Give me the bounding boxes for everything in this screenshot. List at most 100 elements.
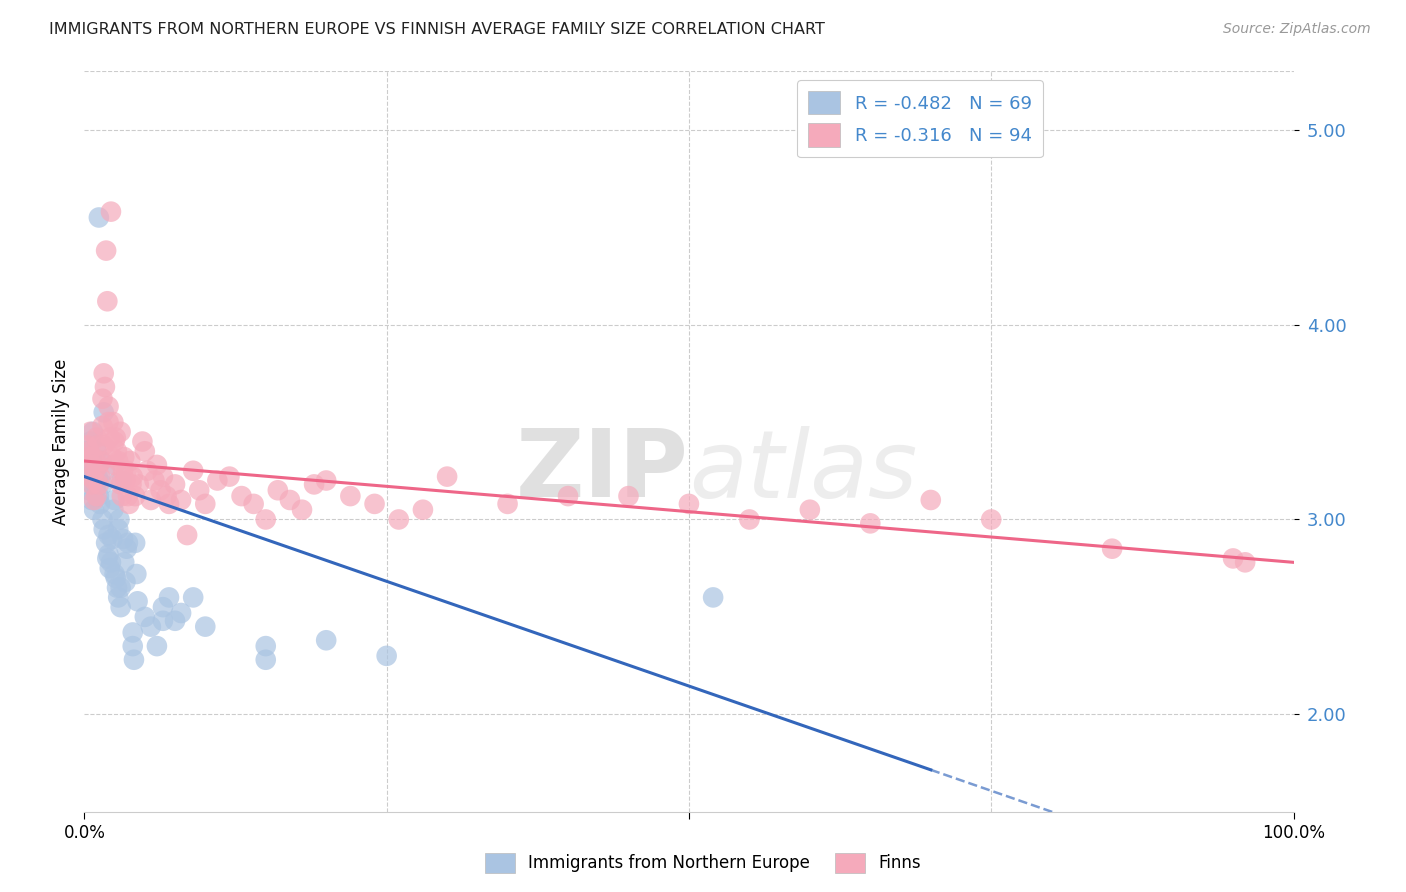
Point	[104, 458, 127, 472]
Point	[98, 431, 121, 445]
Point	[91, 419, 114, 434]
Point	[79, 434, 101, 449]
Point	[702, 591, 724, 605]
Point	[188, 483, 211, 498]
Point	[114, 474, 136, 488]
Point	[77, 458, 100, 472]
Point	[242, 497, 264, 511]
Point	[170, 493, 193, 508]
Point	[980, 512, 1002, 526]
Point	[83, 502, 105, 516]
Point	[291, 502, 314, 516]
Point	[121, 625, 143, 640]
Point	[86, 489, 108, 503]
Point	[108, 512, 131, 526]
Point	[194, 497, 217, 511]
Point	[112, 555, 135, 569]
Point	[388, 512, 411, 526]
Point	[146, 458, 169, 472]
Point	[218, 469, 240, 483]
Point	[107, 522, 129, 536]
Point	[363, 497, 385, 511]
Point	[315, 633, 337, 648]
Point	[93, 367, 115, 381]
Point	[77, 444, 100, 458]
Point	[121, 469, 143, 483]
Point	[115, 464, 138, 478]
Point	[86, 469, 108, 483]
Point	[96, 551, 118, 566]
Point	[114, 574, 136, 589]
Point	[155, 489, 177, 503]
Point	[170, 606, 193, 620]
Point	[90, 454, 112, 468]
Point	[86, 444, 108, 458]
Point	[80, 477, 103, 491]
Point	[86, 438, 108, 452]
Point	[143, 474, 166, 488]
Point	[87, 211, 110, 225]
Point	[94, 536, 117, 550]
Point	[1101, 541, 1123, 556]
Point	[89, 497, 111, 511]
Point	[103, 502, 125, 516]
Point	[131, 434, 153, 449]
Text: ZIP: ZIP	[516, 425, 689, 517]
Point	[108, 474, 131, 488]
Point	[77, 450, 100, 464]
Point	[80, 458, 103, 472]
Point	[617, 489, 640, 503]
Point	[112, 532, 135, 546]
Point	[93, 438, 115, 452]
Point	[77, 474, 100, 488]
Point	[117, 489, 139, 503]
Point	[134, 610, 156, 624]
Point	[278, 493, 301, 508]
Point	[76, 438, 98, 452]
Point	[136, 464, 159, 478]
Point	[104, 431, 127, 445]
Point	[75, 444, 97, 458]
Point	[98, 561, 121, 575]
Point	[152, 600, 174, 615]
Point	[94, 464, 117, 478]
Point	[117, 536, 139, 550]
Point	[82, 425, 104, 439]
Point	[194, 619, 217, 633]
Point	[87, 458, 110, 472]
Point	[302, 477, 325, 491]
Point	[120, 454, 142, 468]
Point	[121, 477, 143, 491]
Point	[91, 512, 114, 526]
Point	[97, 548, 120, 562]
Point	[101, 532, 124, 546]
Point	[920, 493, 942, 508]
Point	[254, 653, 277, 667]
Point	[112, 450, 135, 464]
Point	[105, 444, 128, 458]
Point	[231, 489, 253, 503]
Point	[412, 502, 434, 516]
Point	[87, 477, 110, 491]
Point	[91, 392, 114, 406]
Point	[83, 493, 105, 508]
Point	[165, 614, 187, 628]
Point	[176, 528, 198, 542]
Point	[91, 477, 114, 491]
Point	[557, 489, 579, 503]
Point	[82, 450, 104, 464]
Point	[315, 474, 337, 488]
Point	[94, 244, 117, 258]
Point	[89, 469, 111, 483]
Point	[127, 594, 149, 608]
Point	[115, 541, 138, 556]
Point	[110, 477, 132, 491]
Point	[110, 581, 132, 595]
Point	[738, 512, 761, 526]
Point	[86, 477, 108, 491]
Point	[267, 483, 290, 498]
Point	[121, 639, 143, 653]
Point	[107, 454, 129, 468]
Point	[134, 444, 156, 458]
Point	[1234, 555, 1257, 569]
